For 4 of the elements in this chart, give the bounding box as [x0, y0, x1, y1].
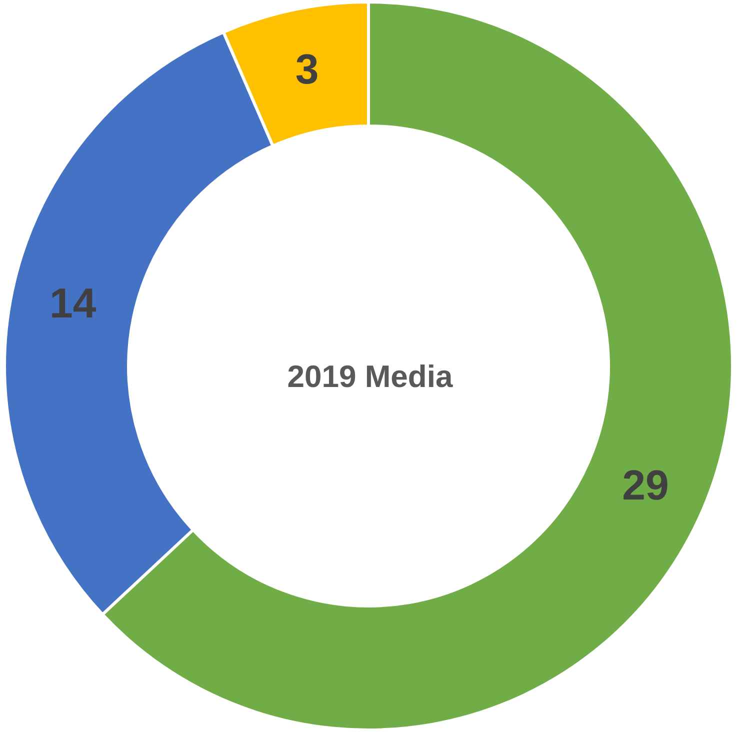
data-label: 14 [49, 280, 97, 327]
text: 2019 Media [287, 359, 454, 394]
data-label: 3 [295, 45, 319, 92]
data-label: 29 [622, 461, 669, 508]
